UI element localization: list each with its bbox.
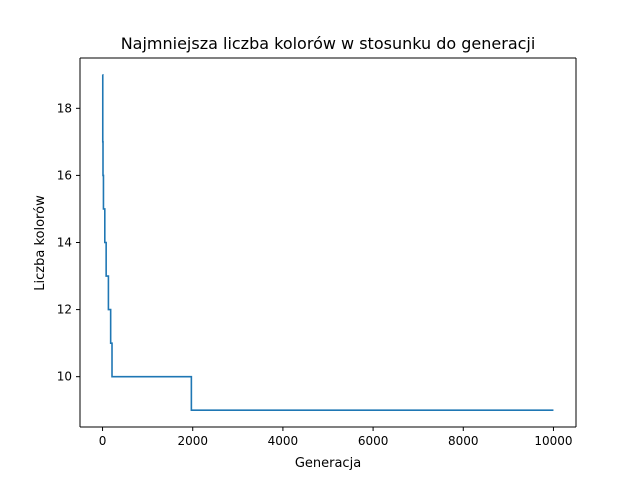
y-axis-label: Liczba kolorów: [33, 195, 48, 291]
y-tick-label: 10: [57, 370, 72, 384]
x-tick-label: 8000: [448, 434, 479, 448]
x-tick-label: 10000: [534, 434, 572, 448]
x-tick-label: 2000: [177, 434, 208, 448]
x-tick-label: 6000: [358, 434, 389, 448]
chart-title: Najmniejsza liczba kolorów w stosunku do…: [121, 34, 536, 53]
x-axis-label: Generacja: [295, 456, 361, 471]
y-tick-label: 14: [57, 236, 72, 250]
y-tick-label: 16: [57, 168, 72, 182]
y-tick-label: 12: [57, 303, 72, 317]
series-line-0: [101, 73, 554, 412]
x-tick-label: 4000: [268, 434, 299, 448]
y-tick-label: 18: [57, 101, 72, 115]
plot-area: 0 2000 4000 6000 8000 10000 10 12 14 16 18: [57, 57, 577, 448]
x-tick-label: 0: [99, 434, 107, 448]
